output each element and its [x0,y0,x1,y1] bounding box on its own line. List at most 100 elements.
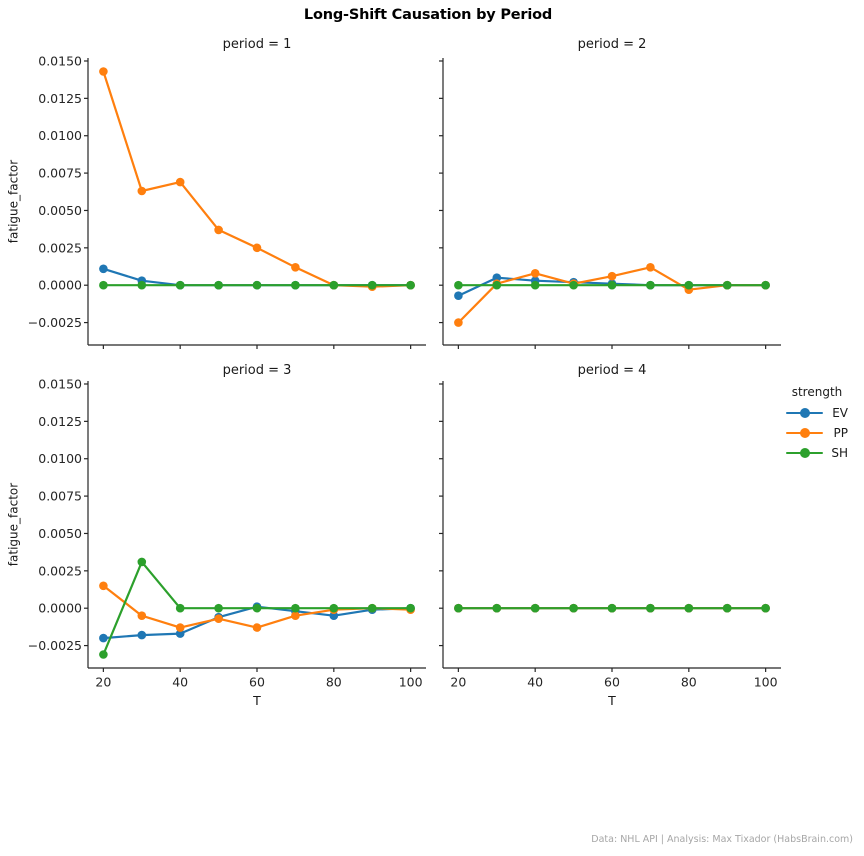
panel-1-series-pp-point [214,225,223,235]
panel-2-series-ev-point [492,273,502,283]
legend-item-pp: PP [786,423,848,443]
panel-2-series-pp-point [646,263,655,272]
legend: strength EV PP SH [786,385,848,463]
panel-4-series-sh-point [530,603,540,613]
panel-1-y-tick-label: 0.0150 [38,53,82,68]
figure-title: Long-Shift Causation by Period [303,7,553,23]
panel-3-x-tick-label: 40 [172,675,188,690]
y-axis-label-row-1: fatigue_factor [6,159,21,244]
legend-dot-pp-icon [799,428,810,438]
panel-1-y-tick-label: −0.0025 [28,315,82,330]
panel-3-y-tick-label: 0.0075 [38,489,82,504]
panel-3-series-ev-point [175,629,185,638]
panel-1-y-tick-label: 0.0000 [38,278,82,293]
legend-dot-sh-icon [799,448,810,458]
legend-label-ev: EV [832,406,848,420]
panel-3-series-pp-point [214,614,223,623]
panel-3-series-ev-point [99,633,108,643]
panel-2-series-sh-point [761,280,770,290]
attribution-footer: Data: NHL API | Analysis: Max Tixador (H… [591,834,853,845]
panel-2-series-pp-point [530,269,540,278]
legend-title: strength [791,385,843,399]
panel-1-y-tick-label: 0.0050 [38,203,82,218]
panel-1-series-pp-line [102,70,412,288]
legend-label-pp: PP [833,426,848,440]
panel-2-series-sh-point [492,280,502,290]
panel-3-series-sh-point [137,557,147,567]
panel-1-series-sh-point [406,280,415,290]
panel-1-y-tick-label: 0.0125 [38,91,82,106]
panel-2-series-sh-point [684,280,694,290]
panel-2-series-sh-point [530,280,540,290]
panel-3-y-tick-label: 0.0125 [38,414,82,429]
panel-3-x-tick-label: 20 [95,675,111,690]
panel-2-series-sh-point [454,280,463,290]
panel-3-y-tick-label: 0.0000 [38,601,82,616]
panel-1-series-sh-point [252,280,262,290]
panel-title-period-4: period = 4 [577,363,647,378]
panel-title-period-2: period = 2 [577,37,647,52]
x-axis-label-panel-4: T [608,693,616,708]
panel-4-x-tick-label: 80 [681,675,697,690]
panel-1-series-sh-point [367,280,377,290]
panel-title-period-1: period = 1 [222,37,292,52]
panel-2-series-sh-point [646,280,655,290]
panel-3-y-tick-label: 0.0025 [38,563,82,578]
panel-3-series-sh-point [329,603,339,613]
panel-1-y-tick-label: 0.0100 [38,128,82,143]
panel-1-y-tick-label: 0.0025 [38,240,82,255]
panel-1-series-sh-point [291,280,300,290]
panel-4-series-sh-point [722,603,732,613]
panel-3-y-tick-label: 0.0100 [38,451,82,466]
legend-line-pp-icon [786,428,823,438]
panel-1-series-ev-point [99,264,108,274]
panel-3-series-sh-point [291,603,300,613]
panel-2-series-pp-point [607,271,617,281]
panel-4-series-sh-point [569,603,578,613]
panel-1-series-sh-point [137,280,147,290]
panel-3-series-pp-point [137,611,147,620]
panel-3-series-sh-point [252,603,262,613]
panel-1-series-sh-point [99,280,108,290]
panel-1-series-pp-point [175,177,185,187]
panel-2-series-ev-point [454,291,463,301]
panel-1-y-tick-label: 0.0075 [38,166,82,181]
panel-3-series-sh-point [406,603,415,613]
panel-3-x-tick-label: 80 [326,675,342,690]
y-axis-label-row-2: fatigue_factor [6,482,21,567]
panel-3-y-tick-label: 0.0150 [38,376,82,391]
panel-4-x-tick-label: 100 [754,675,778,690]
panel-3-series-pp-point [291,611,300,620]
panel-2-series-pp-point [454,318,463,327]
legend-label-sh: SH [831,446,848,460]
panel-1-series-sh-point [329,280,339,290]
panel-3-series-pp-point [175,623,185,632]
panel-1-series-sh-point [214,280,223,290]
panel-3-series-pp-point [252,623,262,632]
panel-3-series-ev-point [137,630,147,640]
legend-line-ev-icon [786,408,823,418]
panel-3-x-tick-label: 60 [249,675,265,690]
panel-4-x-tick-label: 60 [604,675,620,690]
panel-3-series-pp-point [99,581,108,591]
legend-item-sh: SH [786,443,848,463]
panel-1-series-pp-point [137,186,147,196]
panel-1-series-pp-point [252,243,262,253]
panel-title-period-3: period = 3 [222,363,292,378]
panel-4-series-sh-point [607,603,617,613]
legend-dot-ev-icon [799,408,810,418]
panel-4-series-sh-point [492,603,502,613]
panel-3-series-sh-point [99,650,108,659]
panel-4-series-sh-point [761,603,770,613]
panel-2-series-sh-point [569,280,578,290]
panel-4-x-tick-label: 20 [450,675,466,690]
panel-2-series-sh-point [607,280,617,290]
panel-3-series-sh-point [367,603,377,613]
panel-1-series-sh-point [175,280,185,290]
panel-4-series-sh-point [454,603,463,613]
legend-item-ev: EV [786,403,848,423]
panel-1-series-pp-point [291,263,300,272]
x-axis-label-panel-3: T [253,693,261,708]
panel-4-series-sh-point [646,603,655,613]
